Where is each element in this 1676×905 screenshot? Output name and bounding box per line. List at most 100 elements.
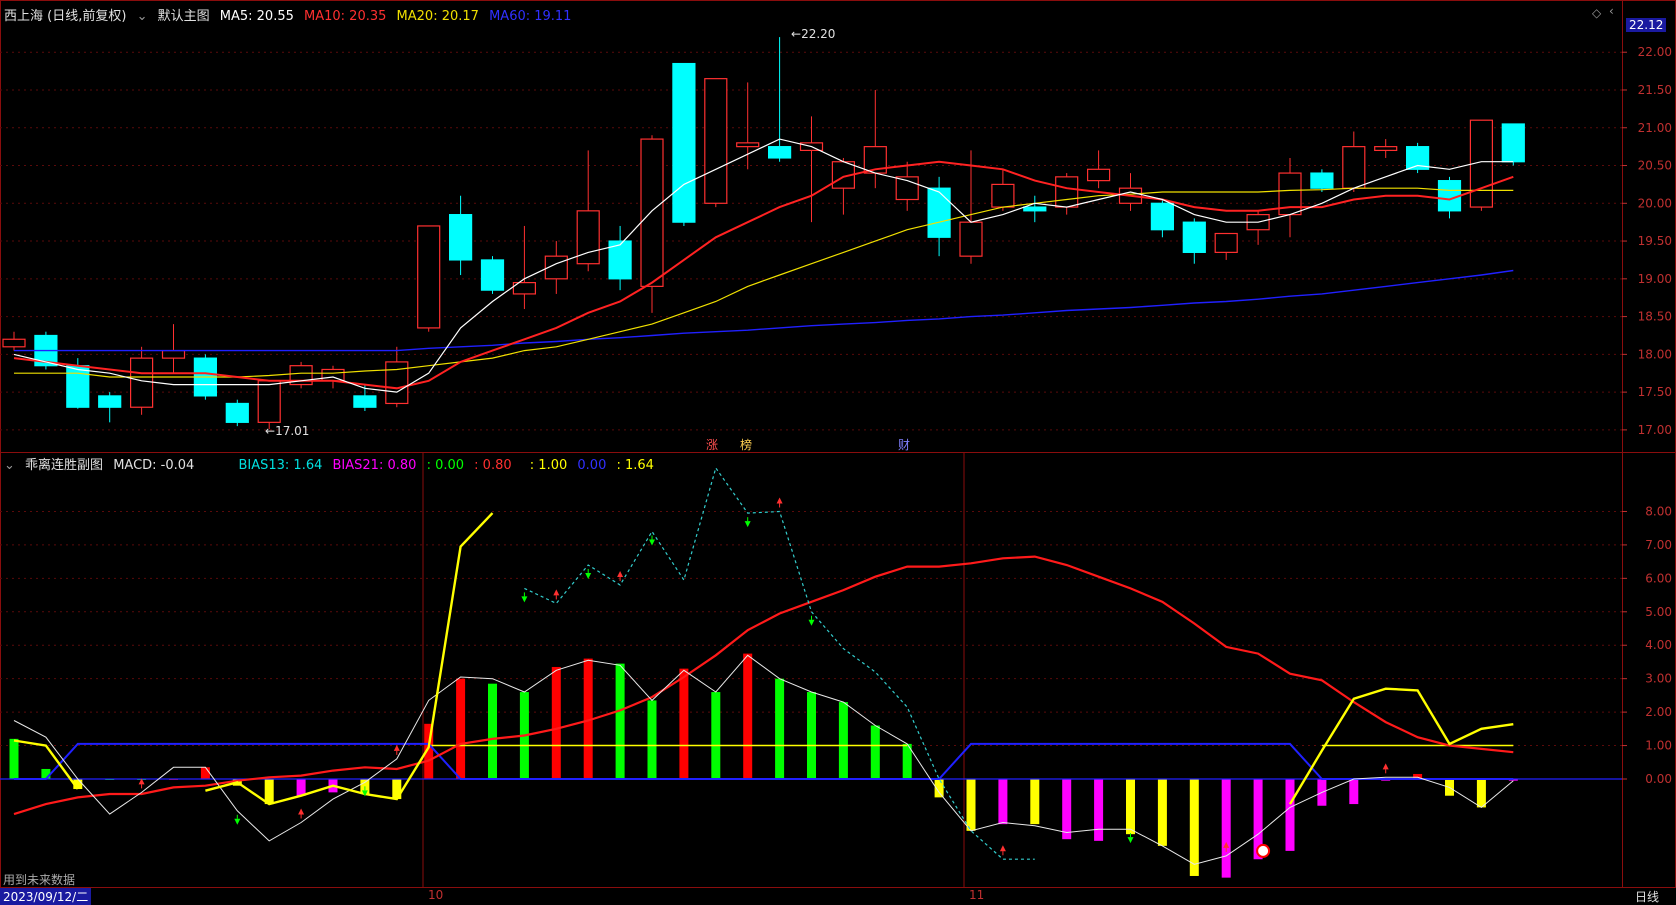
indicator-bar [966, 778, 976, 831]
time-axis: 2023/09/12/二 10 11 日线 [0, 887, 1676, 905]
down-arrow-icon [521, 596, 528, 603]
candle-body [98, 395, 122, 408]
event-marker-cai[interactable]: 财 [898, 438, 911, 452]
indicator-tick-label: 2.00 [1645, 705, 1672, 719]
indicator-bar [456, 678, 466, 779]
chevron-left-icon[interactable]: ‹ [1609, 4, 1614, 18]
down-arrow-icon [1127, 837, 1134, 844]
chevron-down-icon[interactable]: ⌄ [4, 458, 15, 473]
down-arrow-icon [234, 818, 241, 825]
month-label-10: 10 [428, 888, 444, 902]
candle-body [736, 142, 760, 148]
down-arrow-icon [808, 619, 815, 626]
indicator-bar [1094, 778, 1104, 841]
bias13-upper-line [524, 466, 1035, 860]
indicator-bar [583, 658, 593, 779]
red-value: : 0.80 [474, 458, 512, 473]
candle-body [1150, 202, 1175, 231]
indicator-bar [1189, 778, 1199, 876]
price-tick-label: 21.00 [1638, 121, 1672, 135]
price-tick-label: 18.00 [1638, 347, 1672, 361]
candle-body [1023, 206, 1047, 212]
up-arrow-icon [553, 589, 560, 596]
ma60-line [14, 269, 1514, 352]
indicator-tick-label: 1.00 [1645, 739, 1672, 753]
indicator-bar [1413, 773, 1423, 779]
indicator-tick-label: 6.00 [1645, 571, 1672, 585]
price-tick-label: 17.00 [1638, 423, 1672, 437]
candle-body [1086, 168, 1111, 182]
candle-body [417, 225, 441, 329]
candle-body [480, 259, 505, 291]
candle-body [640, 138, 664, 287]
candle-body [991, 183, 1015, 208]
indicator-bar [264, 778, 274, 805]
low-price-label: ←17.01 [265, 424, 310, 438]
candle-body [512, 281, 537, 295]
indicator-bar [1030, 778, 1040, 825]
down-arrow-icon [744, 521, 751, 528]
indicator-bar [200, 767, 210, 779]
future-data-note: 用到未来数据 [3, 873, 76, 887]
indicator-bar [998, 778, 1008, 825]
indicator-bar [838, 702, 848, 779]
ma5-value: MA5: 20.55 [219, 9, 294, 24]
sub-chart-name[interactable]: 乖离连胜副图 [25, 458, 104, 473]
indicator-bar [615, 663, 625, 779]
main-chart-label[interactable]: 默认主图 [157, 9, 210, 24]
up-arrow-icon [999, 845, 1006, 852]
down-arrow-icon [585, 572, 592, 579]
indicator-bar [679, 668, 689, 779]
indicator-bar [296, 778, 306, 796]
candle-body [257, 380, 281, 423]
indicator-bar [424, 723, 434, 779]
bias13-line [13, 654, 1514, 865]
bias13-value: BIAS13: 1.64 [238, 458, 323, 473]
candle-body [225, 402, 249, 423]
indicator-bar [902, 743, 912, 779]
indicator-bar [647, 700, 657, 779]
indicator-bar [934, 778, 944, 798]
month-label-11: 11 [969, 888, 985, 902]
last-price-badge: 22.12 [1626, 18, 1667, 32]
indicator-tick-label: 4.00 [1645, 638, 1672, 652]
sub-legend: ⌄ 乖离连胜副图 MACD: -0.04 BIAS13: 1.64 BIAS21… [4, 454, 660, 473]
indicator-tick-label: 8.00 [1645, 504, 1672, 518]
down-arrow-icon [649, 539, 655, 546]
candle-body [608, 240, 632, 280]
blue-step-line [14, 742, 1514, 780]
indicator-bar [488, 683, 497, 779]
indicator-panel [0, 453, 1622, 902]
candle-body [576, 210, 600, 265]
up-arrow-icon [1382, 763, 1389, 770]
event-marker-bang[interactable]: 榜 [740, 438, 753, 452]
up-arrow-icon [617, 571, 624, 578]
price-tick-label: 18.50 [1638, 310, 1672, 324]
indicator-bar [807, 692, 816, 779]
candle-body [2, 338, 26, 348]
macd-value: MACD: -0.04 [113, 458, 195, 473]
green-value: : 0.00 [426, 458, 465, 473]
ma10-value: MA10: 20.35 [304, 9, 387, 24]
indicator-bar [1476, 778, 1486, 808]
diamond-icon[interactable]: ◇ [1592, 6, 1602, 20]
period-label[interactable]: 日线 [1635, 890, 1660, 904]
indicator-bar [41, 768, 51, 779]
chevron-down-icon[interactable]: ⌄ [136, 9, 148, 24]
indicator-bar [1221, 778, 1231, 878]
price-tick-label: 20.50 [1638, 159, 1672, 173]
price-tick-label: 19.00 [1638, 272, 1672, 286]
up-arrow-icon [393, 744, 400, 751]
stock-title[interactable]: 西上海 (日线,前复权) [4, 9, 127, 24]
event-marker-zhang[interactable]: 涨 [706, 438, 719, 452]
indicator-bar [1253, 778, 1263, 860]
indicator-tick-label: 5.00 [1645, 605, 1672, 619]
indicator-bar [1157, 778, 1167, 846]
indicator-bar [551, 666, 561, 779]
price-axis: 17.00 17.50 18.00 18.50 19.00 19.50 20.00 20.50… [1622, 45, 1672, 786]
indicator-bar [870, 725, 880, 779]
up-arrow-icon [776, 497, 783, 504]
